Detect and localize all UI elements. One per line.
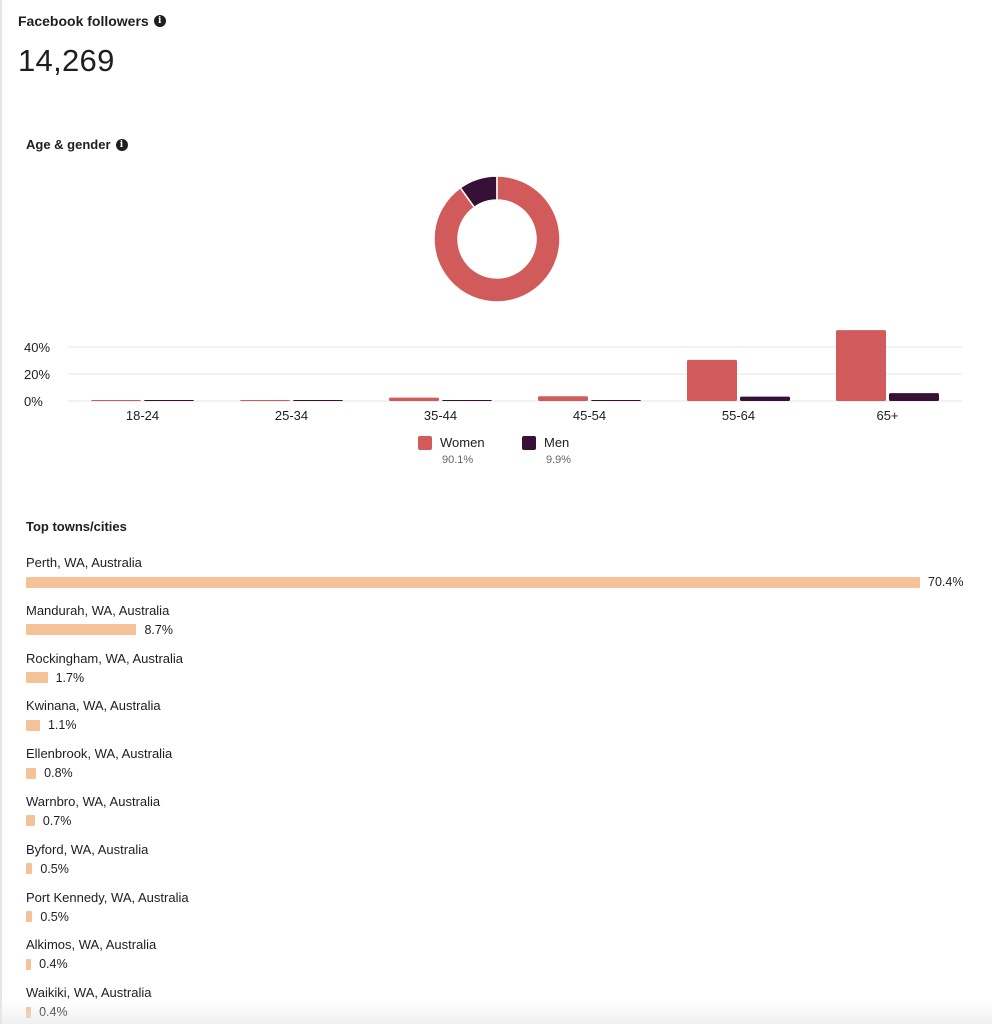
x-tick-label: 55-64: [722, 408, 755, 423]
town-row: Perth, WA, Australia 70.4%: [26, 555, 986, 603]
town-percentage: 0.7%: [42, 813, 72, 828]
town-percentage: 8.7%: [144, 622, 173, 637]
town-bar[interactable]: [26, 624, 137, 636]
bar-women-18-24[interactable]: [91, 400, 141, 401]
town-row: Byford, WA, Australia 0.5%: [26, 842, 986, 890]
bar-men-35-44[interactable]: [442, 400, 492, 401]
town-name: Waikiki, WA, Australia: [26, 985, 152, 1001]
town-name: Warnbro, WA, Australia: [26, 793, 161, 809]
followers-count: 14,269: [18, 43, 115, 78]
left-border: [0, 0, 2, 1024]
town-row: Kwinana, WA, Australia 1.1%: [26, 698, 986, 746]
town-bar-line: 0.8%: [26, 766, 986, 781]
town-bar[interactable]: [26, 576, 920, 588]
town-row: Mandurah, WA, Australia 8.7%: [26, 603, 986, 651]
legend-value-men: 9.9%: [546, 454, 572, 466]
y-tick-label: 40%: [24, 340, 50, 355]
bar-women-35-44[interactable]: [389, 397, 439, 401]
town-name: Byford, WA, Australia: [26, 841, 149, 857]
town-bar-line: 1.1%: [26, 718, 986, 733]
town-row: Port Kennedy, WA, Australia 0.5%: [26, 890, 986, 938]
town-bar[interactable]: [26, 958, 32, 970]
top-towns-list: Perth, WA, Australia 70.4% Mandurah, WA, A…: [26, 555, 986, 1033]
town-bar-line: 0.7%: [26, 813, 986, 828]
followers-title: Facebook followers: [18, 13, 149, 29]
legend-label-men: Men: [544, 435, 570, 450]
gender-donut-chart: [433, 175, 561, 303]
town-percentage: 1.7%: [55, 670, 85, 685]
donut-slice-women[interactable]: [433, 175, 561, 303]
x-tick-label: 25-34: [275, 408, 308, 423]
bar-men-45-54[interactable]: [591, 400, 641, 401]
town-percentage: 70.4%: [928, 575, 964, 589]
bar-women-55-64[interactable]: [687, 359, 737, 401]
town-bar[interactable]: [26, 863, 33, 875]
x-tick-label: 45-54: [573, 408, 606, 423]
town-name: Rockingham, WA, Australia: [26, 650, 184, 666]
info-icon[interactable]: i: [115, 138, 128, 151]
legend-item-men[interactable]: Men 9.9%: [522, 435, 571, 466]
town-percentage: 0.5%: [40, 909, 69, 924]
town-row: Alkimos, WA, Australia 0.4%: [26, 937, 986, 985]
legend-swatch-men: [522, 435, 536, 450]
bar-women-45-54[interactable]: [538, 396, 588, 401]
followers-header: Facebook followers i: [18, 13, 166, 29]
town-bar-line: 0.5%: [26, 909, 986, 924]
town-name: Ellenbrook, WA, Australia: [26, 746, 173, 762]
town-bar[interactable]: [26, 815, 35, 827]
info-icon[interactable]: i: [153, 15, 166, 27]
bar-men-65+[interactable]: [889, 393, 939, 401]
x-tick-label: 35-44: [424, 408, 457, 423]
town-name: Kwinana, WA, Australia: [26, 698, 161, 714]
x-tick-label: 18-24: [126, 408, 159, 423]
town-bar-line: 70.4%: [26, 575, 986, 589]
bar-men-18-24[interactable]: [144, 400, 194, 401]
bar-women-25-34[interactable]: [240, 400, 290, 401]
town-bar-line: 1.7%: [26, 670, 986, 685]
town-name: Alkimos, WA, Australia: [26, 937, 157, 953]
town-row: Ellenbrook, WA, Australia 0.8%: [26, 746, 986, 794]
town-percentage: 0.5%: [40, 861, 69, 876]
chart-legend: Women 90.1% Men 9.9%: [418, 435, 571, 466]
town-bar-line: 0.4%: [26, 957, 986, 972]
town-bar[interactable]: [26, 767, 37, 779]
top-towns-title: Top towns/cities: [26, 519, 127, 534]
age-gender-title: Age & gender: [26, 137, 111, 152]
town-bar-line: 0.5%: [26, 861, 986, 876]
town-bar[interactable]: [26, 719, 40, 731]
town-name: Mandurah, WA, Australia: [26, 602, 170, 618]
town-row: Rockingham, WA, Australia 1.7%: [26, 651, 986, 699]
town-row: Warnbro, WA, Australia 0.7%: [26, 794, 986, 842]
bottom-fade: [0, 1000, 992, 1024]
legend-swatch-women: [418, 435, 432, 450]
x-tick-label: 65+: [876, 408, 898, 423]
bar-men-55-64[interactable]: [740, 396, 790, 401]
y-tick-label: 0%: [24, 394, 43, 409]
bar-women-65+[interactable]: [836, 330, 886, 401]
legend-value-women: 90.1%: [442, 454, 474, 466]
town-name: Port Kennedy, WA, Australia: [26, 889, 189, 905]
town-percentage: 0.4%: [39, 957, 68, 972]
town-percentage: 1.1%: [47, 718, 77, 733]
legend-label-women: Women: [440, 435, 485, 450]
bar-men-25-34[interactable]: [293, 400, 343, 401]
town-bar-line: 8.7%: [26, 622, 986, 637]
town-bar[interactable]: [26, 911, 33, 923]
legend-item-women[interactable]: Women 90.1%: [418, 435, 522, 466]
y-tick-label: 20%: [24, 367, 50, 382]
town-bar[interactable]: [26, 672, 48, 684]
age-gender-header: Age & gender i: [26, 137, 128, 152]
town-name: Perth, WA, Australia: [26, 555, 142, 570]
age-gender-bar-chart: 0% 20% 40% 18-24 25-34 35-44 45-54 55-64 65+: [24, 330, 962, 423]
town-percentage: 0.8%: [44, 766, 73, 781]
